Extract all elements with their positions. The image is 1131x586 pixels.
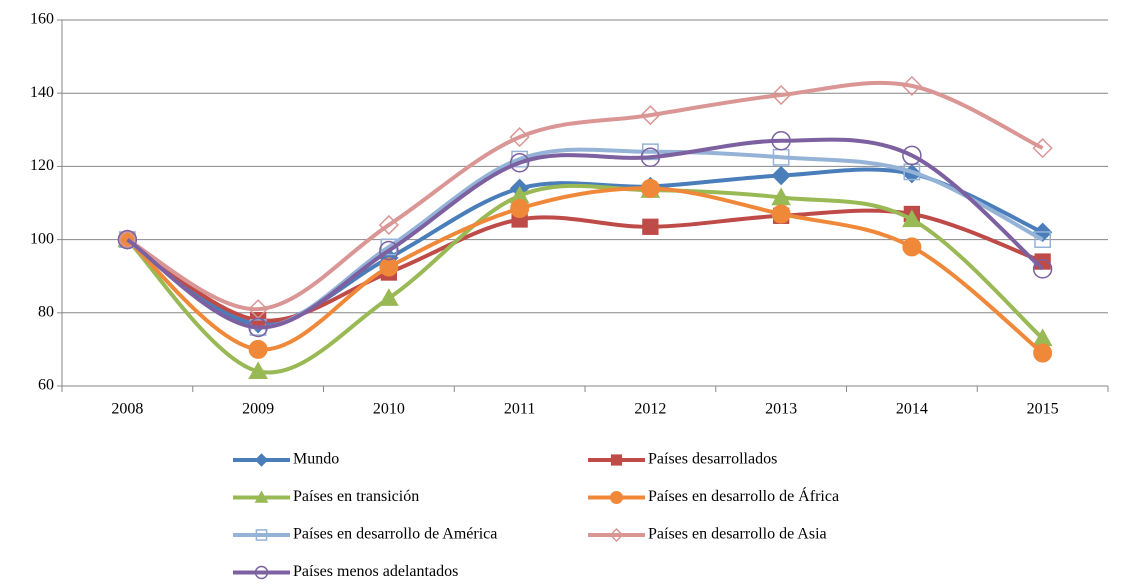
marker (642, 218, 659, 235)
legend-label: Países en transición (293, 488, 419, 505)
marker (902, 145, 922, 166)
marker (254, 490, 269, 503)
marker (640, 147, 661, 167)
x-tick-label: 2012 (634, 401, 666, 418)
marker (509, 152, 530, 173)
x-tick-label: 2013 (765, 401, 797, 418)
marker (248, 361, 268, 380)
marker (902, 209, 922, 228)
marker (640, 178, 660, 198)
marker (509, 127, 530, 148)
y-tick-label: 60 (38, 377, 54, 394)
series-line (126, 80, 1044, 312)
x-tick-label: 2008 (111, 401, 143, 418)
marker (510, 198, 530, 218)
marker (771, 165, 791, 186)
marker (248, 317, 268, 338)
marker (609, 527, 624, 543)
legend-label: Países en desarrollo de Asia (648, 526, 827, 543)
marker (1032, 259, 1053, 279)
marker (117, 229, 138, 250)
x-tick-label: 2015 (1027, 401, 1059, 418)
marker (254, 565, 269, 580)
y-tick-label: 140 (30, 84, 54, 101)
marker (248, 339, 268, 359)
legend-label: Países menos adelantados (293, 563, 458, 580)
y-tick-label: 160 (30, 11, 54, 28)
x-tick-label: 2014 (896, 401, 928, 418)
x-tick-label: 2009 (242, 401, 274, 418)
marker (378, 214, 399, 236)
legend-label: Países desarrollados (648, 451, 777, 468)
x-tick-label: 2010 (373, 401, 405, 418)
y-tick-label: 80 (38, 303, 54, 320)
y-tick-label: 120 (30, 157, 54, 174)
marker (902, 237, 922, 257)
marker (1034, 231, 1052, 248)
marker (771, 131, 791, 151)
marker (1032, 138, 1053, 159)
marker (1033, 343, 1053, 363)
marker (254, 453, 269, 467)
marker (379, 257, 399, 277)
marker (379, 240, 399, 261)
series-line (126, 137, 1044, 330)
marker (379, 288, 399, 306)
legend-label: Países en desarrollo de América (293, 526, 497, 543)
x-tick-label: 2011 (504, 401, 535, 418)
marker (610, 454, 623, 466)
marker (118, 231, 136, 248)
marker (771, 204, 791, 224)
marker (640, 105, 661, 126)
legend-label: Países en desarrollo de África (648, 486, 839, 505)
marker (771, 84, 792, 106)
marker (901, 75, 922, 96)
marker (610, 491, 623, 504)
legend-label: Mundo (293, 451, 339, 468)
marker (255, 529, 268, 541)
series-line (126, 167, 1044, 326)
y-tick-label: 100 (30, 230, 54, 247)
